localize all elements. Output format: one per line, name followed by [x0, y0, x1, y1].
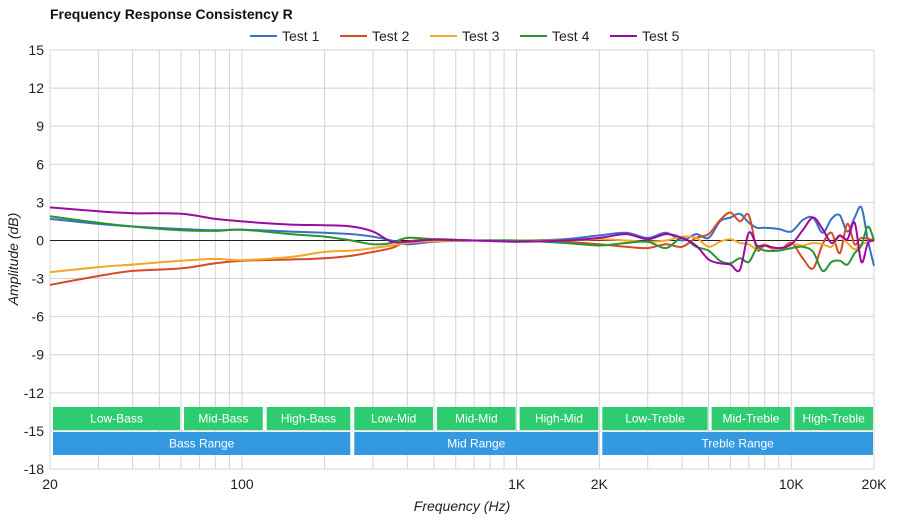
- x-tick-label: 2K: [591, 476, 609, 492]
- sub-band-label: Low-Mid: [371, 412, 416, 426]
- main-band-label: Treble Range: [702, 437, 775, 451]
- legend-label: Test 3: [462, 28, 500, 44]
- y-tick-label: -18: [24, 461, 44, 477]
- sub-band: [436, 407, 516, 430]
- sub-band: [53, 407, 181, 430]
- sub-band: [794, 407, 873, 430]
- sub-band-label: High-Bass: [281, 412, 336, 426]
- sub-band: [519, 407, 599, 430]
- sub-band: [711, 407, 791, 430]
- main-band: [354, 432, 599, 455]
- legend-label: Test 5: [642, 28, 680, 44]
- y-tick-label: 12: [28, 80, 44, 96]
- sub-band: [354, 407, 433, 430]
- main-band-label: Mid Range: [447, 437, 505, 451]
- main-band: [53, 432, 351, 455]
- chart-title: Frequency Response Consistency R: [50, 6, 293, 22]
- x-tick-label: 100: [230, 476, 254, 492]
- series-line-test-2: [49, 211, 875, 286]
- y-tick-label: -15: [24, 423, 44, 439]
- y-axis-label: Amplitude (dB): [5, 213, 21, 307]
- legend-label: Test 2: [372, 28, 410, 44]
- main-band-label: Bass Range: [169, 437, 235, 451]
- series-line-test-1: [49, 205, 875, 267]
- legend-label: Test 1: [282, 28, 320, 44]
- series-lines: [49, 205, 875, 286]
- sub-band-label: Mid-Bass: [198, 412, 248, 426]
- x-axis-label: Frequency (Hz): [414, 498, 510, 514]
- y-tick-label: -12: [24, 385, 44, 401]
- x-axis-ticks: 20 100 1K 2K 10K 20K: [42, 476, 887, 492]
- legend: Test 1 Test 2 Test 3 Test 4 Test 5: [250, 28, 680, 44]
- y-tick-label: 0: [36, 232, 44, 248]
- sub-band-label: Mid-Mid: [455, 412, 498, 426]
- y-tick-label: -6: [32, 309, 45, 325]
- y-tick-label: 3: [36, 194, 44, 210]
- sub-band: [266, 407, 351, 430]
- y-tick-label: -3: [32, 271, 45, 287]
- sub-band-label: Low-Treble: [625, 412, 685, 426]
- y-tick-label: -9: [32, 347, 45, 363]
- y-axis-ticks: 15 12 9 6 3 0 -3 -6 -9 -12 -15 -18: [24, 42, 44, 477]
- sub-band-label: Low-Bass: [90, 412, 143, 426]
- main-band: [602, 432, 873, 455]
- sub-band: [184, 407, 263, 430]
- sub-band: [602, 407, 708, 430]
- x-tick-label: 20K: [862, 476, 888, 492]
- sub-band-label: Mid-Treble: [723, 412, 780, 426]
- sub-band-label: High-Treble: [803, 412, 866, 426]
- frequency-bands: Low-Bass Mid-Bass High-Bass Low-Mid Mid-Mid H…: [53, 407, 873, 455]
- y-tick-label: 15: [28, 42, 44, 58]
- x-tick-label: 1K: [508, 476, 526, 492]
- legend-label: Test 4: [552, 28, 590, 44]
- x-tick-label: 20: [42, 476, 58, 492]
- sub-band-label: High-Mid: [535, 412, 583, 426]
- y-tick-label: 6: [36, 156, 44, 172]
- y-tick-label: 9: [36, 118, 44, 134]
- x-tick-label: 10K: [779, 476, 805, 492]
- series-line-test-5: [49, 206, 875, 273]
- series-line-test-3: [49, 235, 875, 274]
